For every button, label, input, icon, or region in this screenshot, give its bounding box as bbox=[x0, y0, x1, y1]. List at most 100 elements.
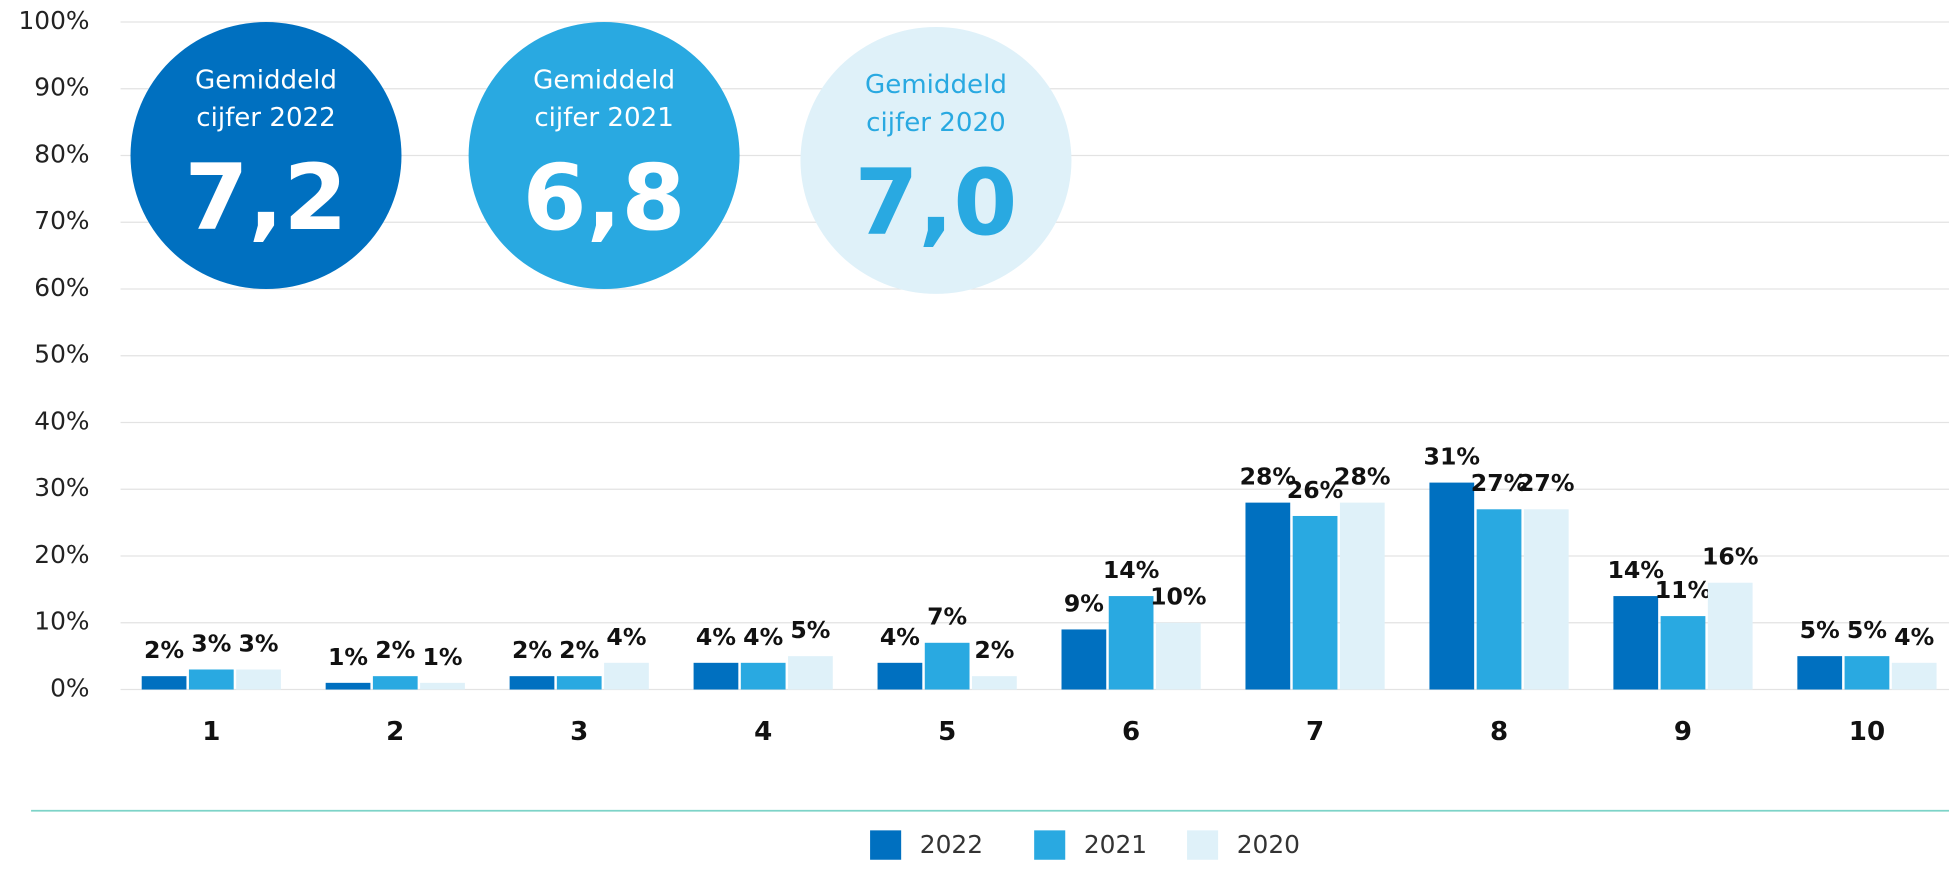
bar bbox=[1245, 502, 1291, 690]
data-label: 2% bbox=[375, 636, 415, 664]
x-tick-label: 7 bbox=[1306, 717, 1324, 747]
bar bbox=[1523, 509, 1569, 690]
legend-label: 2022 bbox=[920, 830, 983, 859]
average-badge bbox=[800, 26, 1072, 294]
average-badge bbox=[130, 22, 402, 290]
x-tick-label: 10 bbox=[1849, 717, 1885, 747]
data-label: 27% bbox=[1471, 469, 1528, 497]
x-tick-label: 1 bbox=[202, 717, 220, 747]
data-label: 2% bbox=[559, 636, 599, 664]
bar bbox=[1797, 656, 1843, 690]
y-tick-label: 80% bbox=[34, 140, 89, 169]
y-tick-label: 40% bbox=[34, 407, 89, 436]
data-label: 3% bbox=[191, 630, 231, 658]
bar bbox=[325, 682, 371, 690]
bar bbox=[420, 682, 465, 690]
data-label: 27% bbox=[1518, 469, 1575, 497]
data-label: 10% bbox=[1150, 583, 1207, 611]
average-label: Gemiddeld bbox=[533, 65, 675, 95]
data-label: 2% bbox=[974, 636, 1014, 664]
x-tick-label: 5 bbox=[938, 717, 956, 747]
bar bbox=[236, 669, 281, 690]
bar bbox=[1707, 582, 1753, 690]
average-value: 7,2 bbox=[185, 145, 348, 251]
data-label: 2% bbox=[512, 636, 552, 664]
average-value: 7,0 bbox=[855, 150, 1018, 256]
bar bbox=[372, 676, 418, 690]
data-label: 4% bbox=[696, 623, 736, 651]
bar bbox=[604, 662, 649, 690]
y-tick-label: 100% bbox=[18, 6, 89, 35]
bar bbox=[188, 669, 234, 690]
data-label: 9% bbox=[1064, 590, 1104, 618]
data-label: 7% bbox=[927, 603, 967, 631]
legend-swatch bbox=[870, 830, 902, 860]
data-label: 5% bbox=[1800, 616, 1840, 644]
bar bbox=[1613, 596, 1659, 690]
bar bbox=[924, 642, 970, 690]
y-tick-label: 60% bbox=[34, 273, 89, 302]
bar bbox=[693, 662, 739, 690]
bar bbox=[877, 662, 923, 690]
x-tick-label: 8 bbox=[1490, 717, 1508, 747]
bar bbox=[1155, 622, 1201, 690]
bar bbox=[556, 676, 602, 690]
bar bbox=[1429, 482, 1475, 690]
data-label: 5% bbox=[1847, 616, 1887, 644]
bar bbox=[1476, 509, 1522, 690]
data-label: 14% bbox=[1608, 556, 1665, 584]
data-label: 1% bbox=[328, 643, 368, 671]
bar bbox=[972, 676, 1017, 690]
bar bbox=[509, 676, 555, 690]
x-tick-label: 4 bbox=[754, 717, 772, 747]
average-badge bbox=[468, 22, 740, 290]
data-label: 1% bbox=[422, 643, 462, 671]
bar bbox=[788, 656, 833, 690]
y-tick-label: 30% bbox=[34, 473, 89, 502]
bar bbox=[1660, 616, 1706, 690]
data-label: 4% bbox=[880, 623, 920, 651]
legend-swatch bbox=[1034, 830, 1066, 860]
average-value: 6,8 bbox=[523, 145, 686, 251]
x-tick-label: 3 bbox=[570, 717, 588, 747]
data-label: 5% bbox=[790, 616, 830, 644]
data-label: 3% bbox=[238, 630, 278, 658]
x-tick-label: 9 bbox=[1674, 717, 1692, 747]
bar bbox=[1844, 656, 1890, 690]
bar bbox=[1061, 629, 1107, 690]
x-tick-label: 6 bbox=[1122, 717, 1140, 747]
average-label: cijfer 2020 bbox=[866, 108, 1006, 138]
bar bbox=[740, 662, 786, 690]
bar bbox=[141, 676, 187, 690]
average-label: cijfer 2022 bbox=[196, 103, 336, 133]
data-label: 16% bbox=[1702, 543, 1759, 571]
bar bbox=[1292, 515, 1338, 690]
data-label: 28% bbox=[1334, 463, 1391, 491]
data-label: 28% bbox=[1240, 463, 1297, 491]
data-label: 4% bbox=[743, 623, 783, 651]
data-label: 26% bbox=[1287, 476, 1344, 504]
data-label: 2% bbox=[144, 636, 184, 664]
bar bbox=[1108, 596, 1154, 690]
legend-swatch bbox=[1187, 830, 1219, 860]
data-label: 4% bbox=[606, 623, 646, 651]
legend-label: 2021 bbox=[1084, 830, 1147, 859]
legend-label: 2020 bbox=[1237, 830, 1300, 859]
bar bbox=[1339, 502, 1385, 690]
bar bbox=[1891, 662, 1937, 690]
average-label: Gemiddeld bbox=[865, 70, 1007, 100]
y-tick-label: 10% bbox=[34, 607, 89, 636]
x-tick-label: 2 bbox=[386, 717, 404, 747]
y-tick-label: 0% bbox=[50, 674, 89, 703]
data-label: 31% bbox=[1424, 443, 1481, 471]
y-tick-label: 90% bbox=[34, 73, 89, 102]
data-label: 11% bbox=[1655, 576, 1712, 604]
y-tick-label: 70% bbox=[34, 206, 89, 235]
average-label: Gemiddeld bbox=[195, 65, 337, 95]
average-label: cijfer 2021 bbox=[534, 103, 674, 133]
y-tick-label: 50% bbox=[34, 340, 89, 369]
data-label: 4% bbox=[1894, 623, 1934, 651]
data-label: 14% bbox=[1103, 556, 1160, 584]
y-tick-label: 20% bbox=[34, 540, 89, 569]
